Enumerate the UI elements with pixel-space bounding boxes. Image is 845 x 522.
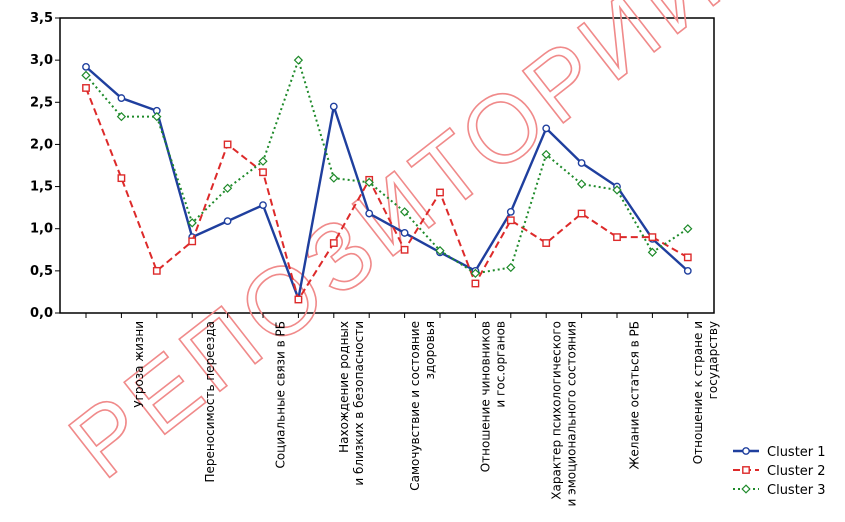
data-point-cluster-2 xyxy=(613,233,621,242)
data-point-cluster-2 xyxy=(117,174,126,183)
data-point-cluster-1 xyxy=(329,102,338,111)
series-layer xyxy=(81,55,693,304)
data-point-cluster-3 xyxy=(399,207,410,217)
data-point-cluster-2 xyxy=(329,239,338,247)
data-point-cluster-2 xyxy=(506,216,515,225)
data-point-cluster-3 xyxy=(506,262,516,273)
y-tick-label: 0,0 xyxy=(30,306,53,321)
x-tick-label: Отношение к стране и xyxy=(691,321,705,464)
data-point-cluster-3 xyxy=(81,70,91,80)
data-point-cluster-2 xyxy=(648,233,657,242)
x-tick-label: государству xyxy=(706,321,720,399)
y-tick-label: 3,0 xyxy=(30,53,53,68)
data-point-cluster-2 xyxy=(471,279,480,288)
data-point-cluster-3 xyxy=(435,245,445,256)
data-point-cluster-3 xyxy=(116,111,127,122)
legend-label-cluster-1: Cluster 1 xyxy=(767,445,826,460)
data-point-cluster-3 xyxy=(576,179,587,189)
data-point-cluster-1 xyxy=(117,94,126,102)
data-point-cluster-1 xyxy=(82,62,90,71)
y-tick-label: 1,5 xyxy=(30,180,53,195)
data-point-cluster-1 xyxy=(577,159,586,167)
data-point-cluster-3 xyxy=(152,111,162,122)
data-point-cluster-2 xyxy=(259,168,267,177)
y-tick-label: 0,5 xyxy=(30,264,53,279)
y-tick-label: 2,5 xyxy=(30,95,53,110)
legend: Cluster 1 Cluster 2 Cluster 3 xyxy=(733,445,826,498)
x-tick-label: Переносимость переезда xyxy=(203,321,217,483)
data-point-cluster-2 xyxy=(294,295,303,304)
legend-marker-cluster-1 xyxy=(742,447,750,455)
data-point-cluster-1 xyxy=(683,266,692,275)
data-point-cluster-1 xyxy=(259,201,267,210)
x-tick-label: и близких в безопасности xyxy=(352,321,366,486)
data-point-cluster-3 xyxy=(647,247,658,257)
x-tick-label: и гос.органов xyxy=(494,321,508,408)
x-tick-label: Самочувствие и состояние xyxy=(408,321,422,491)
data-point-cluster-2 xyxy=(542,239,551,247)
data-point-cluster-2 xyxy=(400,245,409,254)
data-point-cluster-3 xyxy=(293,55,304,65)
data-point-cluster-1 xyxy=(223,217,232,226)
data-point-cluster-2 xyxy=(436,188,444,197)
data-point-cluster-2 xyxy=(223,140,232,149)
data-point-cluster-3 xyxy=(222,183,233,193)
data-point-cluster-2 xyxy=(82,84,90,92)
data-point-cluster-2 xyxy=(577,209,586,218)
x-tick-label: Желание остаться в РБ xyxy=(628,321,642,470)
y-tick-label: 1,0 xyxy=(30,222,53,237)
data-point-cluster-1 xyxy=(400,229,409,237)
legend-label-cluster-2: Cluster 2 xyxy=(767,464,826,479)
x-tick-label: Социальные связи в РБ xyxy=(274,321,288,469)
legend-label-cluster-3: Cluster 3 xyxy=(767,483,826,498)
data-point-cluster-3 xyxy=(612,185,622,195)
x-axis-labels: Угроза жизни Переносимость переезда Социал… xyxy=(132,321,720,506)
data-point-cluster-2 xyxy=(152,266,161,275)
data-point-cluster-1 xyxy=(506,207,515,216)
x-tick-label: Нахождение родных xyxy=(337,321,351,453)
y-tick-label: 3,5 xyxy=(30,11,53,26)
y-tick-label: 2,0 xyxy=(30,137,53,152)
x-tick-label: Отношение чиновников xyxy=(479,321,493,472)
data-point-cluster-2 xyxy=(188,237,197,246)
x-tick-label: и эмоционального состояния xyxy=(564,321,578,506)
data-point-cluster-2 xyxy=(683,253,692,262)
x-tick-label: здоровья xyxy=(423,321,437,379)
data-point-cluster-1 xyxy=(365,209,374,218)
data-point-cluster-1 xyxy=(542,124,551,133)
legend-marker-cluster-3 xyxy=(741,484,751,494)
data-point-cluster-3 xyxy=(470,268,481,279)
data-point-cluster-3 xyxy=(683,224,693,234)
data-point-cluster-3 xyxy=(364,177,374,188)
data-point-cluster-3 xyxy=(541,149,551,160)
legend-marker-cluster-2 xyxy=(742,466,750,474)
data-point-cluster-3 xyxy=(258,156,268,166)
series-line-cluster-1 xyxy=(85,65,689,300)
data-point-cluster-3 xyxy=(187,218,197,228)
x-tick-label: Характер психологического xyxy=(549,321,563,500)
data-point-cluster-3 xyxy=(329,173,339,183)
y-axis: 0,0 0,5 1,0 1,5 2,0 2,5 3,0 3,5 xyxy=(30,11,689,321)
series-line-cluster-2 xyxy=(85,87,689,301)
x-tick-label: Угроза жизни xyxy=(132,321,146,408)
plot-frame xyxy=(59,17,715,314)
